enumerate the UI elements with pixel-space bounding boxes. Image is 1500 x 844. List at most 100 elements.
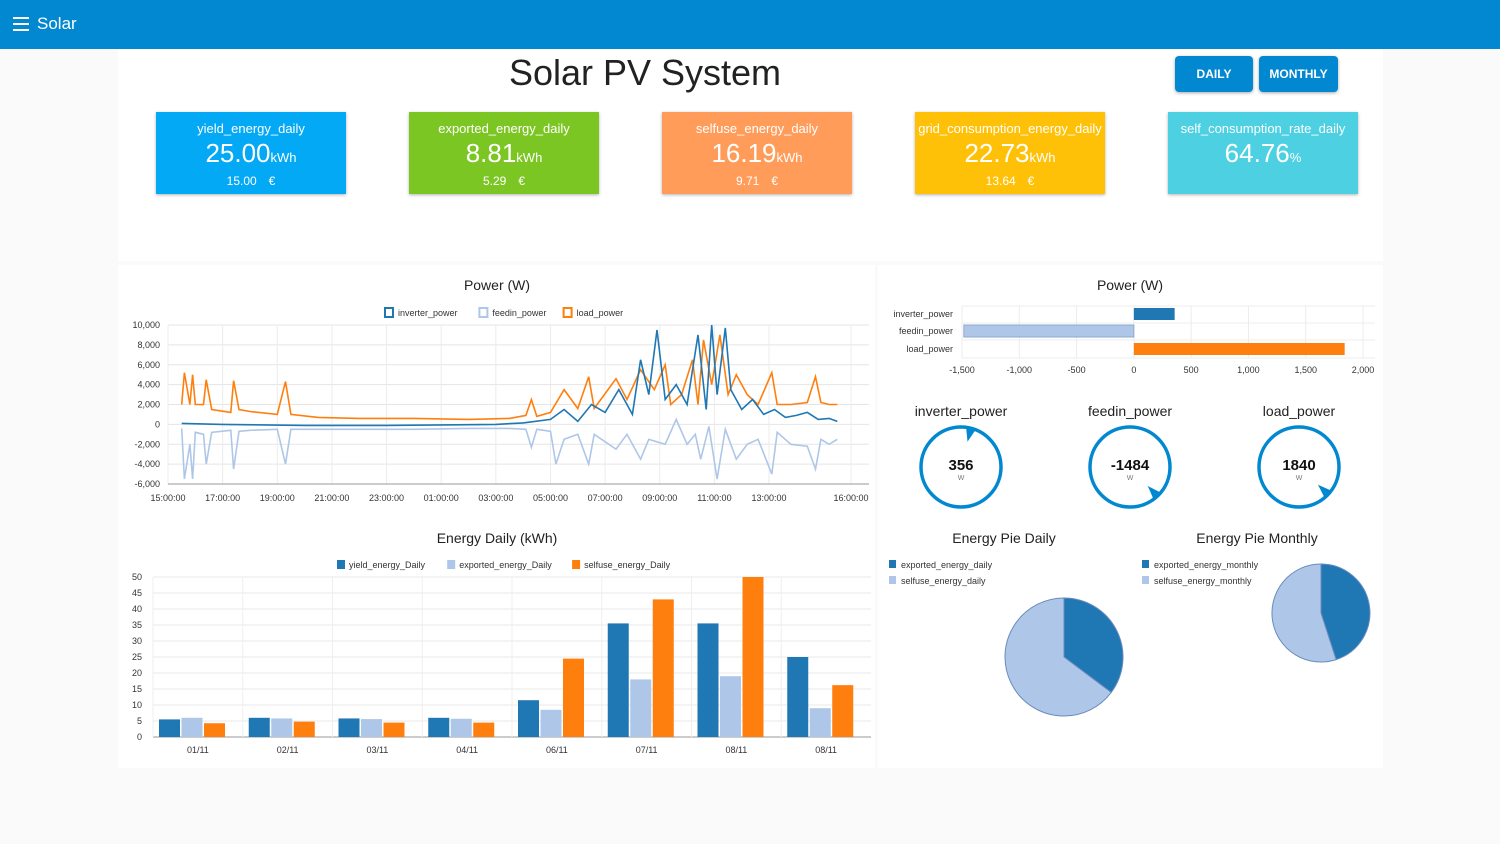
- y-tick-label: 4,000: [137, 380, 160, 390]
- kpi-value: 16.19: [711, 138, 777, 168]
- y-tick-label: 15: [132, 684, 142, 694]
- x-tick-label: 07/11: [636, 745, 658, 755]
- x-tick-label: 03:00:00: [478, 493, 513, 503]
- y-tick-label: 8,000: [137, 340, 160, 350]
- kpi-unit: kWh: [270, 150, 297, 165]
- bar-exported_energy_Daily: [630, 679, 652, 737]
- y-tick-label: 5: [137, 716, 142, 726]
- pie-slice-exported_energy_daily: [1063, 597, 1124, 694]
- x-tick-label: 01:00:00: [424, 493, 459, 503]
- legend-label: exported_energy_monthly: [1154, 560, 1259, 570]
- kpi-sub-value: 9.71: [735, 174, 760, 188]
- x-tick-label: -500: [1068, 365, 1086, 375]
- y-tick-label: 40: [132, 604, 142, 614]
- bar-exported_energy_Daily: [271, 718, 293, 737]
- kpi-sub-unit: €: [518, 174, 526, 188]
- kpi-unit: kWh: [1029, 150, 1056, 165]
- x-tick-label: 19:00:00: [260, 493, 295, 503]
- kpi-unit: kWh: [776, 150, 803, 165]
- y-tick-label: feedin_power: [899, 326, 953, 336]
- legend-label: selfuse_energy_Daily: [584, 560, 671, 570]
- y-tick-label: 10,000: [132, 320, 160, 330]
- legend-swatch: [572, 560, 581, 569]
- legend-label: feedin_power: [492, 308, 546, 318]
- kpi-card-self-consumption-rate: self_consumption_rate_daily 64.76%: [1168, 112, 1358, 194]
- bar-exported_energy_Daily: [809, 708, 831, 737]
- x-tick-label: 06/11: [546, 745, 568, 755]
- bar-exported_energy_Daily: [181, 717, 203, 737]
- legend-swatch: [337, 560, 345, 569]
- bar-load_power: [1133, 343, 1345, 355]
- bar-yield_energy_Daily: [607, 623, 629, 737]
- y-tick-label: -6,000: [134, 479, 160, 489]
- kpi-sub-unit: €: [268, 174, 276, 188]
- pie-slice-exported_energy_monthly: [1320, 563, 1371, 661]
- x-tick-label: 07:00:00: [588, 493, 623, 503]
- series-load_power: [180, 334, 838, 421]
- x-tick-label: 1,500: [1294, 365, 1317, 375]
- energy-daily-bar-chart: Energy Daily (kWh) yield_energy_Daily exp…: [132, 530, 871, 755]
- x-tick-label: 2,000: [1352, 365, 1375, 375]
- bar-yield_energy_Daily: [159, 719, 180, 737]
- x-tick-label: 0: [1131, 365, 1136, 375]
- x-tick-label: 04/11: [456, 745, 478, 755]
- top-app-bar: Solar: [0, 0, 1500, 49]
- gauge-title: load_power: [1263, 403, 1336, 419]
- legend-swatch: [447, 560, 456, 569]
- energy-pies: Energy Pie Daily Energy Pie Monthly expo…: [889, 530, 1371, 717]
- bar-selfuse_energy_Daily: [832, 685, 854, 737]
- daily-button[interactable]: DAILY: [1175, 56, 1253, 92]
- bar-exported_energy_Daily: [540, 709, 562, 737]
- x-tick-label: 05:00:00: [533, 493, 568, 503]
- monthly-button[interactable]: MONTHLY: [1259, 56, 1338, 92]
- gauge-title: feedin_power: [1088, 403, 1172, 419]
- x-tick-label: 21:00:00: [314, 493, 349, 503]
- kpi-label: self_consumption_rate_daily: [1180, 121, 1346, 136]
- kpi-value: 8.81: [465, 138, 517, 168]
- gauge-title: inverter_power: [915, 403, 1008, 419]
- bar-selfuse_energy_Daily: [473, 722, 495, 737]
- pie-monthly-title: Energy Pie Monthly: [1196, 530, 1317, 546]
- gauge-unit: W: [958, 475, 965, 482]
- y-tick-label: 10: [132, 700, 142, 710]
- kpi-label: grid_consumption_energy_daily: [918, 121, 1102, 136]
- y-tick-label: inverter_power: [893, 309, 953, 319]
- gauge-unit: W: [1296, 475, 1303, 482]
- bar-yield_energy_Daily: [518, 700, 539, 737]
- kpi-card-yield-energy: yield_energy_daily 25.00kWh 15.00 €: [156, 112, 346, 194]
- x-tick-label: 15:00:00: [150, 493, 185, 503]
- kpi-sub-value: 5.29: [482, 174, 507, 188]
- gauge-value: 1840: [1282, 457, 1315, 474]
- bar-selfuse_energy_Daily: [383, 722, 405, 737]
- y-tick-label: load_power: [906, 344, 953, 354]
- kpi-value: 25.00: [205, 138, 271, 168]
- x-tick-label: 1,000: [1237, 365, 1260, 375]
- legend-label: yield_energy_Daily: [349, 560, 426, 570]
- page-title: Solar PV System: [508, 52, 782, 93]
- bar-yield_energy_Daily: [428, 717, 450, 737]
- legend-swatch: [1142, 576, 1149, 584]
- x-tick-label: -1,500: [949, 365, 975, 375]
- gauge-ring: [1257, 425, 1341, 509]
- x-tick-label: 08/11: [815, 745, 837, 755]
- y-tick-label: -4,000: [134, 459, 160, 469]
- legend-swatch: [889, 576, 896, 584]
- x-tick-label: 01/11: [187, 745, 209, 755]
- y-tick-label: 25: [132, 652, 142, 662]
- gauge-unit: W: [1127, 475, 1134, 482]
- bar-selfuse_energy_Daily: [293, 721, 315, 737]
- legend-swatch: [889, 560, 896, 568]
- legend-label: selfuse_energy_daily: [901, 576, 986, 586]
- kpi-unit: %: [1289, 150, 1302, 165]
- hamburger-menu-icon[interactable]: [13, 17, 29, 31]
- legend-swatch: [1142, 560, 1149, 568]
- kpi-sub-unit: €: [1027, 174, 1035, 188]
- x-tick-label: 09:00:00: [642, 493, 677, 503]
- gauge-needle: [1318, 484, 1332, 498]
- gauge-value: 356: [948, 457, 973, 474]
- power-gauges: inverter_power356Wfeedin_power-1484Wload…: [915, 403, 1341, 509]
- bar-yield_energy_Daily: [787, 657, 809, 737]
- pie-slice-selfuse_energy_daily: [1004, 597, 1112, 717]
